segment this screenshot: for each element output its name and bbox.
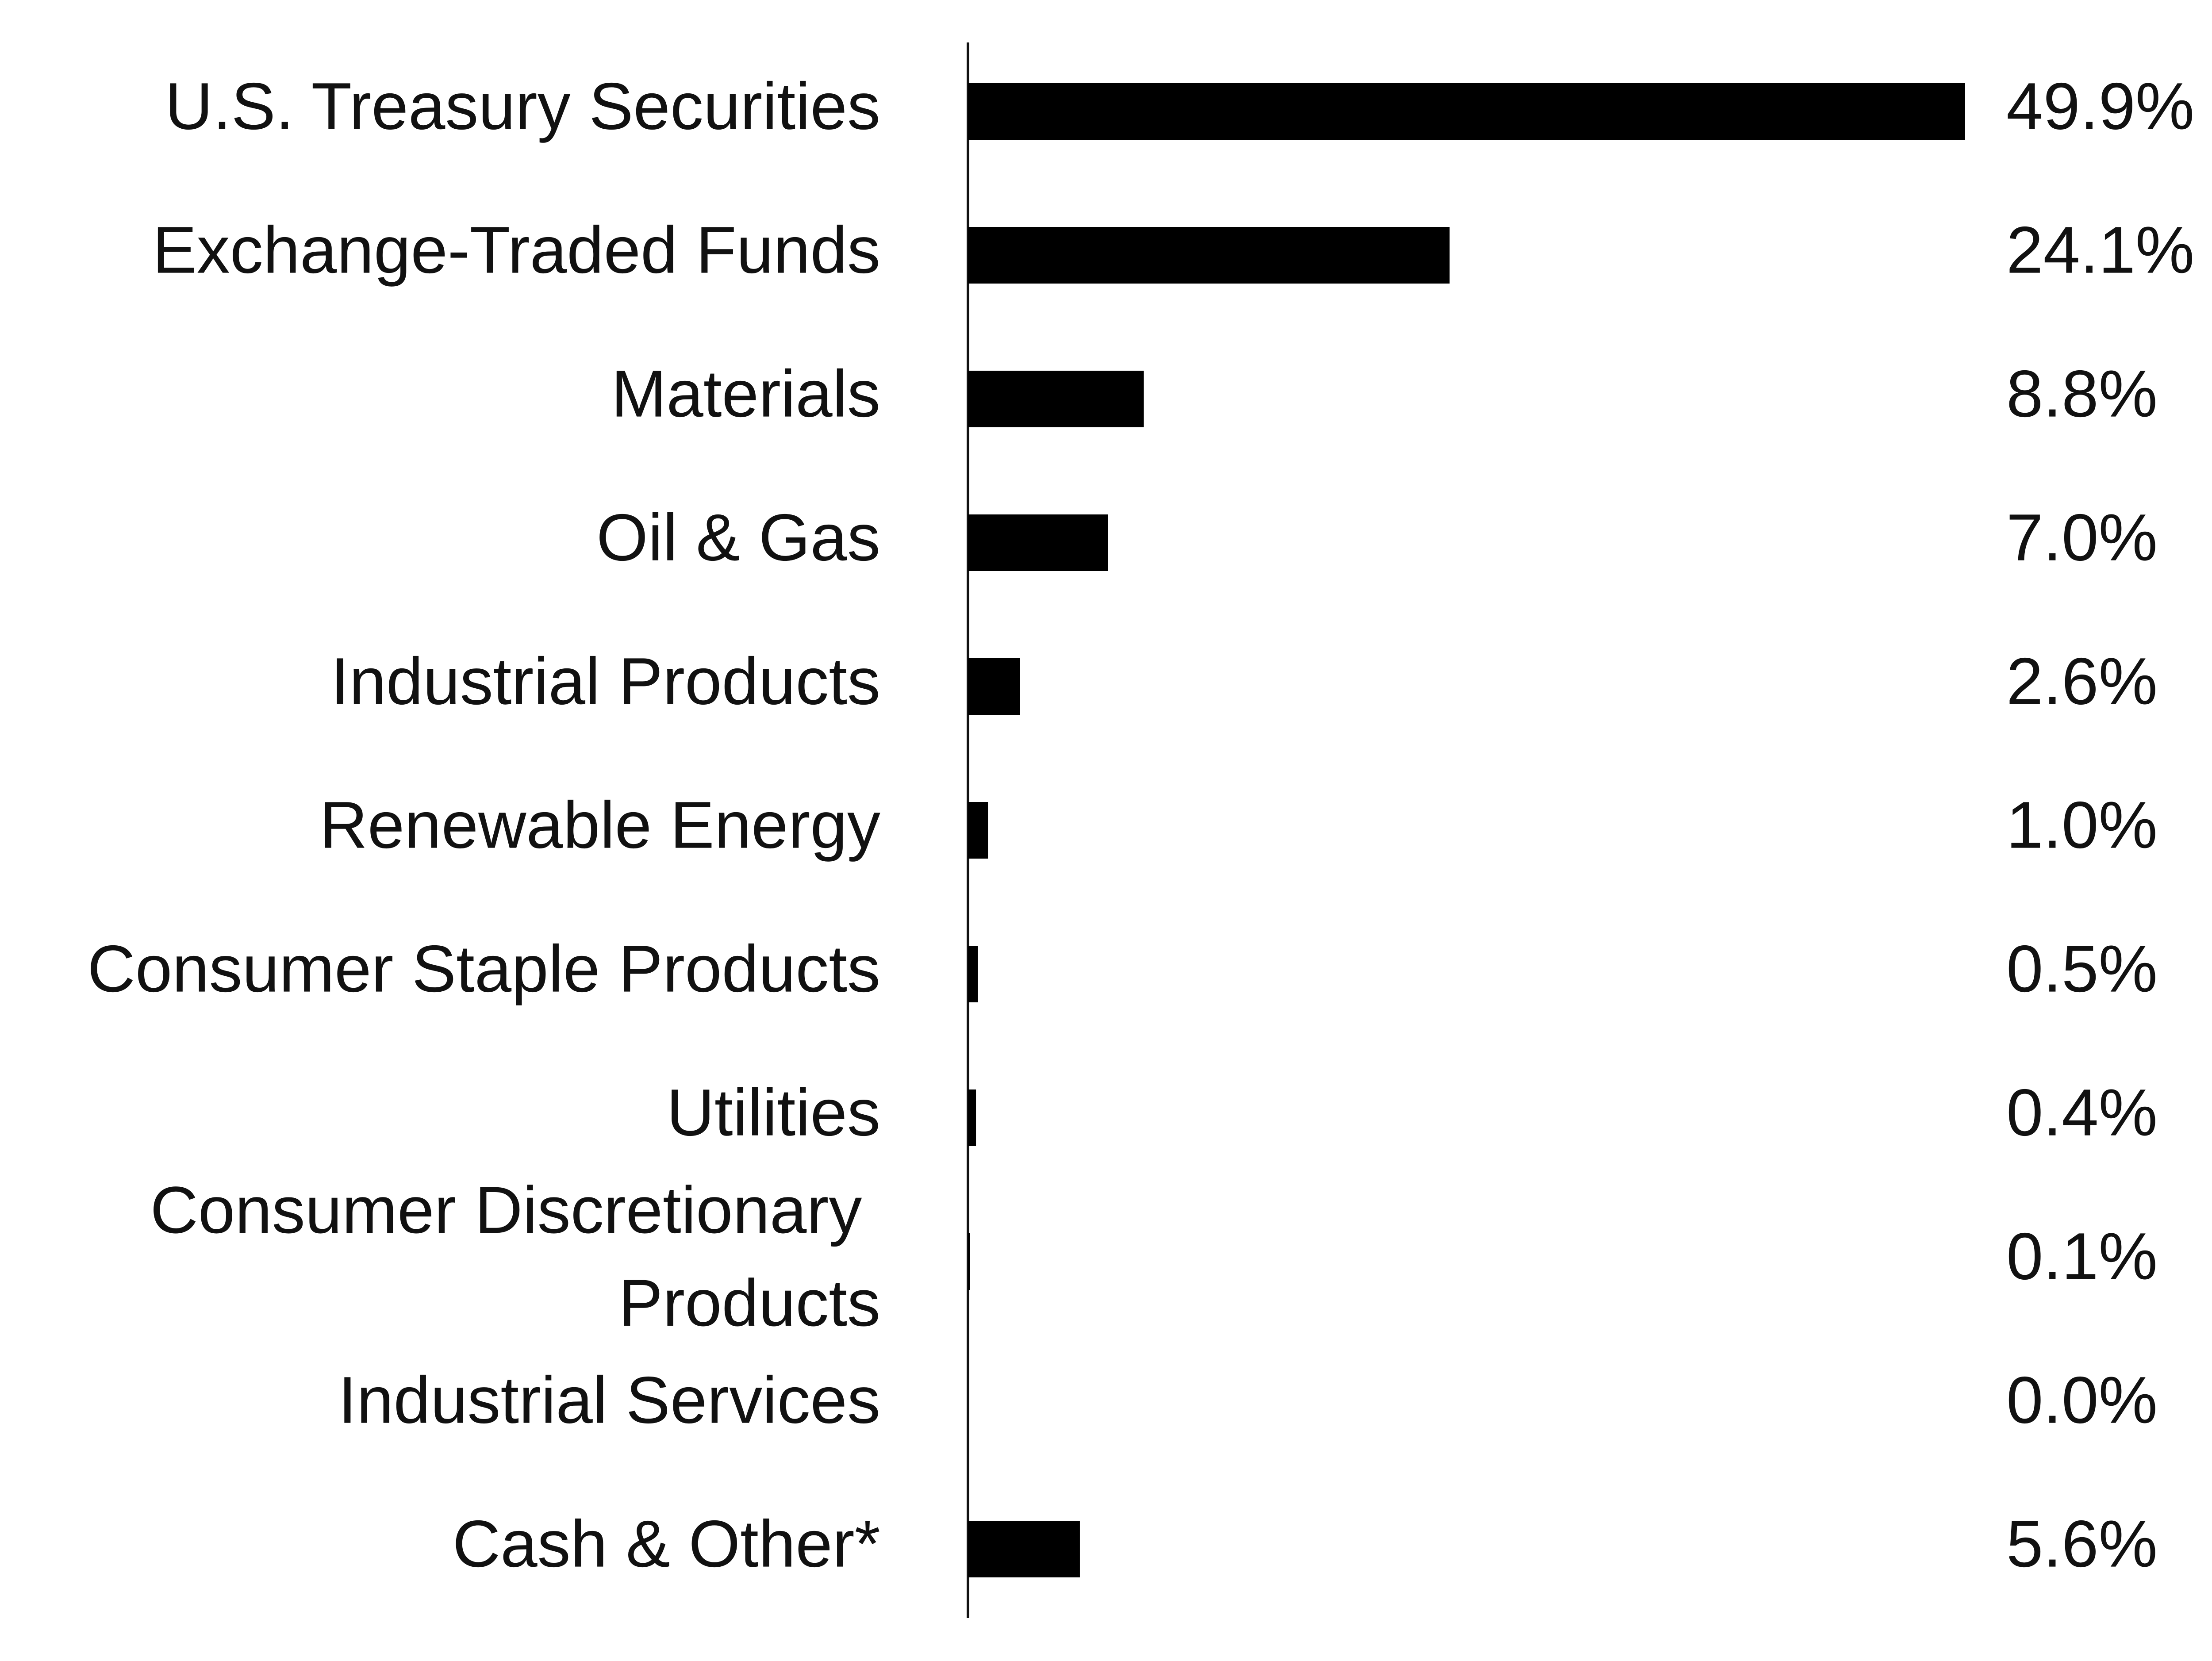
value-label: 5.6% — [2006, 1507, 2158, 1581]
category-label: U.S. Treasury Securities — [165, 69, 880, 143]
bar — [968, 227, 1450, 284]
category-label: Cash & Other* — [453, 1507, 880, 1581]
category-label: Industrial Services — [338, 1363, 881, 1437]
value-label: 0.0% — [2006, 1363, 2158, 1437]
category-label: Materials — [611, 357, 881, 431]
category-label: Renewable Energy — [320, 788, 880, 862]
category-label: Exchange-Traded Funds — [153, 213, 880, 287]
value-label: 0.5% — [2006, 932, 2158, 1006]
bar — [968, 83, 1965, 140]
value-label: 8.8% — [2006, 357, 2158, 431]
category-label: Consumer Discretionary Products — [150, 1173, 880, 1340]
bar — [968, 1521, 1080, 1577]
bar — [968, 946, 978, 1002]
value-label: 24.1% — [2006, 213, 2194, 287]
bar — [968, 371, 1144, 427]
bar — [968, 514, 1108, 571]
category-label: Industrial Products — [331, 644, 880, 718]
bar — [968, 1233, 970, 1290]
value-label: 7.0% — [2006, 500, 2158, 575]
bar — [968, 658, 1020, 715]
bar — [968, 802, 988, 859]
value-label: 49.9% — [2006, 69, 2194, 143]
value-label: 2.6% — [2006, 644, 2158, 718]
bar — [968, 1089, 976, 1146]
category-label: Oil & Gas — [596, 500, 880, 575]
value-label: 1.0% — [2006, 788, 2158, 862]
category-label: Consumer Staple Products — [87, 932, 880, 1006]
value-label: 0.1% — [2006, 1219, 2158, 1293]
category-label: Utilities — [667, 1075, 880, 1150]
value-label: 0.4% — [2006, 1075, 2158, 1150]
